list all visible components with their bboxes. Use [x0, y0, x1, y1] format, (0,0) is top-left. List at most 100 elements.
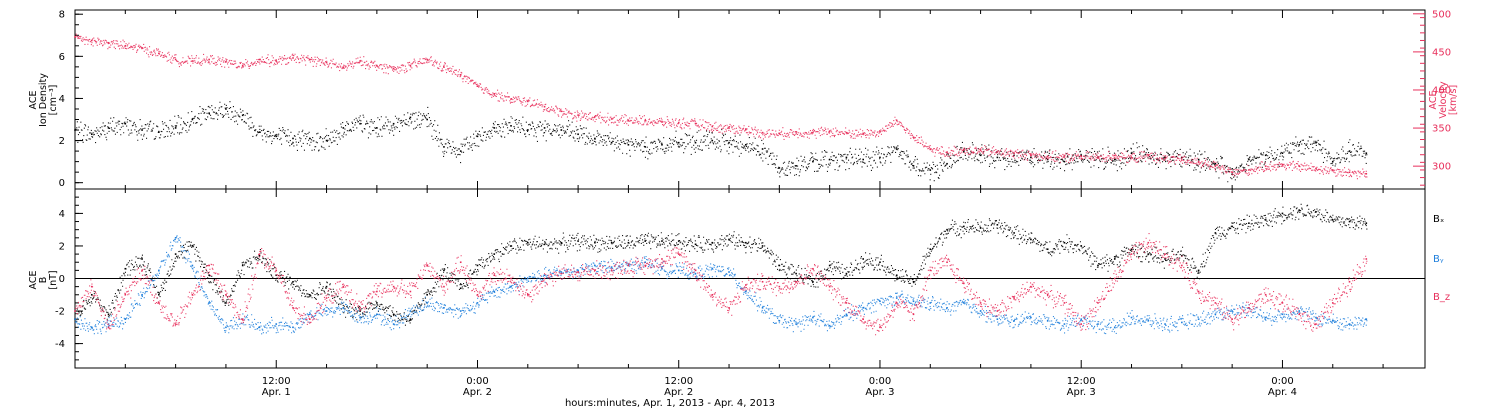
density-series-scatter: [75, 101, 1368, 183]
bx-series-point: [661, 240, 663, 242]
density-series-point: [912, 165, 915, 167]
velocity-series-point: [577, 114, 579, 116]
top-y2label-line: Velocity: [1438, 81, 1449, 119]
bz-series-point: [728, 306, 730, 309]
bz-series-point: [275, 269, 278, 272]
density-series-point: [325, 139, 328, 142]
bx-series-point: [1030, 238, 1032, 241]
velocity-series-point: [828, 130, 831, 132]
velocity-series-point: [694, 122, 697, 125]
velocity-series-point: [862, 132, 864, 135]
bx-series-point: [124, 267, 127, 270]
velocity-series-point: [1298, 165, 1301, 167]
velocity-series-point: [728, 127, 730, 129]
density-series-point: [141, 129, 143, 131]
density-series-point: [996, 156, 999, 159]
by-series-scatter: [75, 235, 1368, 335]
bz-series-point: [895, 302, 898, 304]
velocity-series-point: [359, 60, 361, 62]
velocity-series-point: [1147, 154, 1150, 157]
velocity-series-point: [946, 151, 948, 154]
velocity-series-point: [812, 131, 814, 134]
by-series-point: [359, 316, 361, 319]
velocity-series-point: [258, 58, 261, 61]
velocity-series-point: [510, 98, 512, 100]
bx-series-point: [594, 241, 596, 244]
by-series-point: [493, 290, 496, 293]
bx-series-point: [610, 241, 613, 244]
bz-series-point: [225, 293, 227, 296]
bx-series-point: [929, 248, 932, 251]
density-series-point: [963, 150, 965, 152]
by-series-point: [812, 316, 814, 319]
bz-series-point: [1013, 297, 1015, 299]
density-series-point: [711, 139, 714, 142]
density-series-point: [694, 141, 697, 144]
bz-series-point: [308, 318, 311, 320]
bz-series-point: [359, 306, 361, 309]
by-series-point: [1365, 318, 1368, 320]
bz-series-point: [1097, 302, 1099, 304]
velocity-series-point: [1197, 160, 1200, 163]
by-series-point: [1030, 316, 1032, 319]
x-axis-title: hours:minutes, Apr. 1, 2013 - Apr. 4, 20…: [565, 398, 775, 409]
density-series-point: [241, 114, 244, 117]
bx-series-point: [90, 293, 93, 296]
density-series-point: [1063, 160, 1066, 163]
by-series-point: [325, 310, 328, 312]
top-y2label-line: [km/s]: [1448, 85, 1459, 115]
velocity-series-point: [275, 60, 278, 62]
velocity-series-point: [661, 121, 663, 123]
bx-series-point: [677, 240, 680, 242]
bx-series-point: [174, 253, 177, 255]
density-series-point: [174, 127, 177, 129]
velocity-series-point: [1013, 152, 1015, 154]
bx-series-point: [1281, 212, 1284, 215]
density-series-point: [1348, 150, 1351, 152]
bx-series-point: [644, 240, 646, 242]
bx-series-point: [627, 241, 630, 244]
by-series-point: [728, 271, 730, 273]
density-series-point: [745, 143, 747, 146]
velocity-series-point: [1063, 156, 1066, 158]
by-series-point: [258, 326, 261, 329]
bz-series-point: [1365, 258, 1368, 260]
velocity-series-point: [1113, 154, 1116, 157]
velocity-series-point: [1181, 159, 1183, 161]
bx-series-point: [392, 313, 395, 316]
density-series-point: [862, 158, 864, 161]
bz-series-point: [1348, 280, 1351, 283]
density-series-point: [644, 146, 646, 148]
density-series-point: [359, 122, 361, 125]
bx-series-point: [1147, 253, 1150, 255]
velocity-series-point: [241, 64, 244, 67]
legend-2: B_z: [1433, 292, 1450, 303]
density-series-point: [795, 165, 797, 167]
density-series-point: [1030, 156, 1032, 159]
bz-series-point: [795, 280, 797, 283]
bz-series-point: [376, 290, 378, 293]
density-series-point: [191, 118, 194, 121]
bx-series-point: [996, 224, 999, 226]
bz-series-point: [493, 274, 496, 277]
by-series-point: [929, 302, 932, 304]
bz-series-point: [845, 302, 848, 304]
bx-series-point: [1365, 222, 1368, 224]
density-series-point: [929, 169, 932, 171]
density-series-point: [1080, 154, 1083, 157]
by-series-point: [661, 267, 663, 270]
bz-series-point: [761, 280, 764, 283]
density-series-point: [627, 143, 630, 146]
by-series-point: [1147, 320, 1150, 322]
by-series-point: [1080, 318, 1083, 320]
density-series-point: [661, 143, 663, 146]
velocity-series-point: [795, 131, 797, 133]
by-series-point: [1097, 323, 1099, 325]
x-tick-label-date: Apr. 2: [664, 387, 693, 398]
bz-series-point: [1264, 293, 1267, 296]
by-series-point: [1063, 323, 1066, 325]
density-series-point: [1164, 156, 1166, 159]
y-tick-label: 0: [59, 274, 65, 285]
bx-series-point: [308, 293, 311, 296]
bz-series-point: [929, 269, 932, 272]
